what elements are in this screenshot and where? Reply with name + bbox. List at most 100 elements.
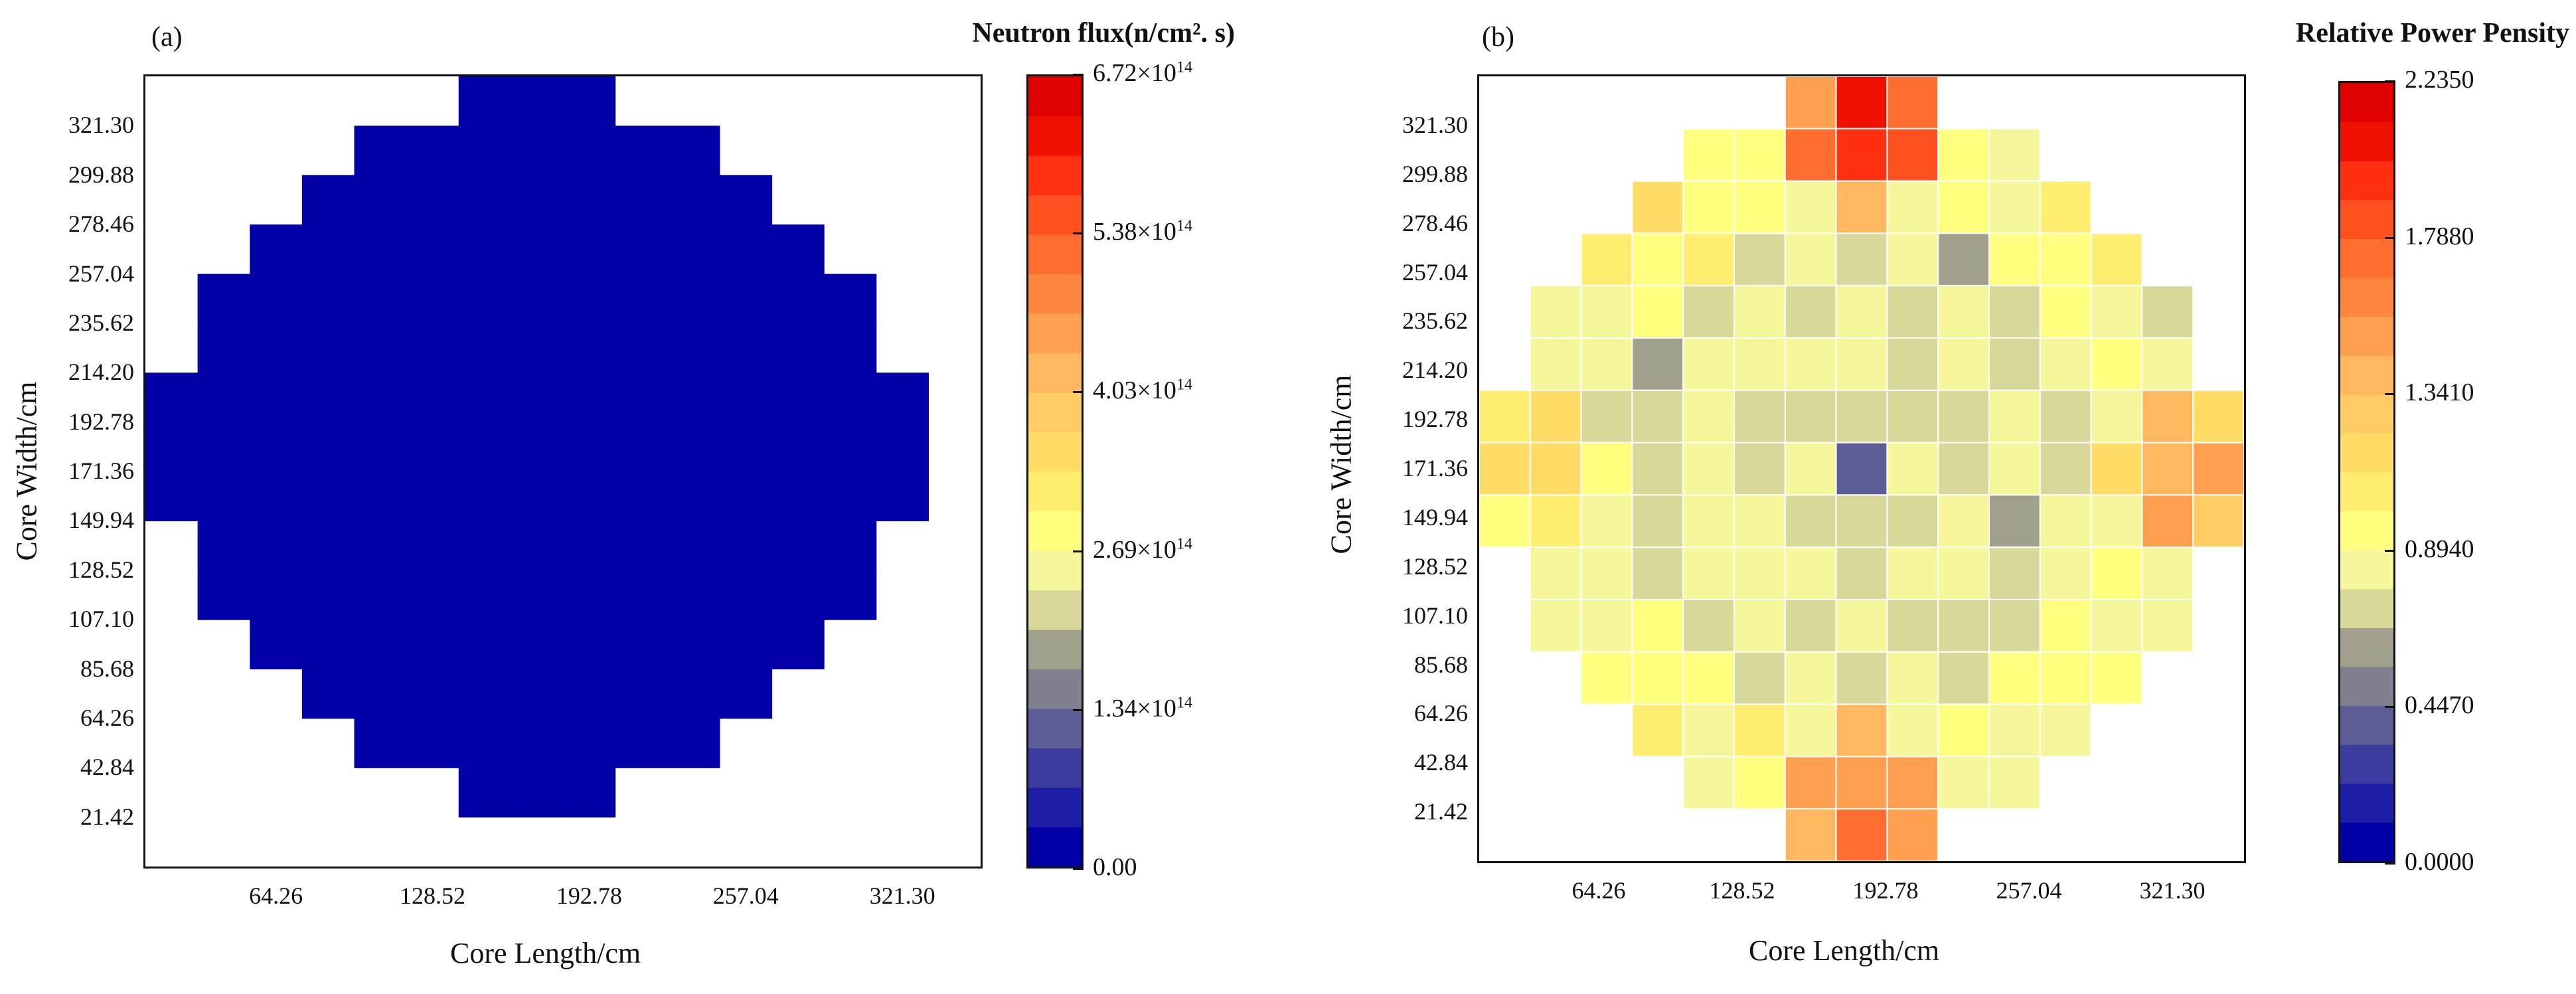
colorbar-tick-mark xyxy=(1073,391,1084,394)
colorbar-swatch xyxy=(2340,355,2393,395)
heatmap-cell xyxy=(406,669,459,719)
heatmap-cell xyxy=(1835,232,1888,287)
heatmap-cell xyxy=(2090,546,2143,601)
heatmap-cell xyxy=(511,125,564,176)
heatmap-plot-b xyxy=(1477,74,2246,863)
heatmap-cell xyxy=(1835,494,1888,548)
colorbar-swatch xyxy=(1028,827,1082,867)
heatmap-cell xyxy=(615,669,668,719)
heatmap-cell xyxy=(458,224,511,275)
heatmap-cell xyxy=(1835,389,1888,444)
heatmap-cell xyxy=(2141,494,2194,548)
heatmap-cell xyxy=(1631,546,1684,601)
colorbar-swatch xyxy=(2340,433,2393,473)
heatmap-cell xyxy=(406,224,459,275)
heatmap-cell xyxy=(719,274,773,324)
heatmap-cell xyxy=(1682,494,1735,548)
heatmap-cell xyxy=(1631,703,1684,758)
heatmap-cell xyxy=(458,669,511,719)
heatmap-cell xyxy=(1682,180,1735,234)
heatmap-cell xyxy=(1937,180,1990,234)
heatmap-cell xyxy=(1886,494,1939,548)
heatmap-cell xyxy=(406,274,459,324)
heatmap-cell xyxy=(1784,285,1837,339)
heatmap-cell xyxy=(197,323,250,373)
heatmap-cell xyxy=(1580,232,1633,287)
heatmap-cell xyxy=(1784,337,1837,391)
heatmap-cell xyxy=(771,471,825,521)
heatmap-cell xyxy=(1479,494,1531,548)
heatmap-cell xyxy=(615,373,668,423)
heatmap-cell xyxy=(667,570,720,620)
heatmap-cell xyxy=(563,373,616,423)
heatmap-cell xyxy=(1988,546,2041,601)
colorbar-swatch xyxy=(1028,195,1082,235)
y-tick-label: 64.26 xyxy=(1414,700,1468,727)
heatmap-cell xyxy=(563,620,616,670)
y-tick-label: 107.10 xyxy=(1402,602,1468,629)
heatmap-cell xyxy=(1784,808,1837,861)
heatmap-cell xyxy=(1937,703,1990,758)
heatmap-cell xyxy=(250,570,303,620)
heatmap-cell xyxy=(1580,442,1633,496)
heatmap-cell xyxy=(1631,599,1684,653)
heatmap-cell xyxy=(458,521,511,571)
heatmap-cell xyxy=(1682,389,1735,444)
heatmap-cell xyxy=(1784,389,1837,444)
heatmap-cell xyxy=(876,422,929,472)
heatmap-cell xyxy=(1733,127,1786,182)
heatmap-cell xyxy=(719,669,773,719)
y-tick-label: 278.46 xyxy=(1402,209,1468,236)
heatmap-cell xyxy=(615,570,668,620)
heatmap-cell xyxy=(667,521,720,571)
heatmap-cell xyxy=(197,274,250,324)
y-tick-label: 171.36 xyxy=(1402,455,1468,481)
heatmap-cell xyxy=(1784,494,1837,548)
heatmap-cell xyxy=(1835,285,1888,339)
colorbar-swatch xyxy=(2340,83,2393,123)
y-tick-label: 128.52 xyxy=(1402,552,1468,580)
heatmap-cell xyxy=(458,570,511,620)
heatmap-cell xyxy=(406,175,459,225)
colorbar-tick-mark xyxy=(1073,74,1084,76)
colorbar-swatch xyxy=(2340,627,2393,667)
heatmap-cell xyxy=(1682,703,1735,758)
panel-relative-power: (b) Relative Power Pensity 0.0000 0.4470 0… xyxy=(1288,0,2576,994)
colorbar-tick-base: 0.0000 xyxy=(2405,848,2474,876)
heatmap-cell xyxy=(1886,651,1939,705)
heatmap-cell xyxy=(1631,651,1684,705)
colorbar-swatch xyxy=(1028,234,1082,275)
heatmap-cell xyxy=(250,422,303,472)
y-tick-label: 171.36 xyxy=(68,457,134,484)
colorbar-svg-a xyxy=(1028,76,1082,867)
heatmap-cell xyxy=(563,669,616,719)
heatmap-cell xyxy=(1580,651,1633,705)
colorbar-swatch xyxy=(2340,588,2393,628)
heatmap-cell xyxy=(511,422,564,472)
heatmap-cell xyxy=(824,422,877,472)
heatmap-cell xyxy=(667,323,720,373)
colorbar-tick-mark xyxy=(1073,708,1084,711)
heatmap-cell xyxy=(1886,285,1939,339)
colorbar-tick-label: 1.3410 xyxy=(2405,378,2474,407)
heatmap-cell xyxy=(1886,232,1939,287)
heatmap-cell xyxy=(511,76,564,126)
heatmap-cell xyxy=(1479,389,1531,444)
heatmap-cell xyxy=(563,422,616,472)
heatmap-cell xyxy=(511,570,564,620)
x-tick-label: 192.78 xyxy=(556,882,622,909)
heatmap-cell xyxy=(1988,703,2041,758)
y-tick-label: 321.30 xyxy=(68,112,134,139)
colorbar-tick-label: 4.03×1014 xyxy=(1093,376,1192,405)
colorbar-swatch xyxy=(1028,471,1082,512)
y-tick-label: 21.42 xyxy=(1414,798,1468,825)
heatmap-cell xyxy=(824,274,877,324)
y-tick-label: 321.30 xyxy=(1402,111,1468,138)
heatmap-cell xyxy=(1835,76,1888,129)
colorbar-swatch xyxy=(2340,161,2393,201)
heatmap-cell xyxy=(1835,651,1888,705)
heatmap-cell xyxy=(511,224,564,275)
heatmap-cell xyxy=(1784,127,1837,182)
heatmap-cell xyxy=(1733,180,1786,234)
heatmap-cell xyxy=(458,422,511,472)
